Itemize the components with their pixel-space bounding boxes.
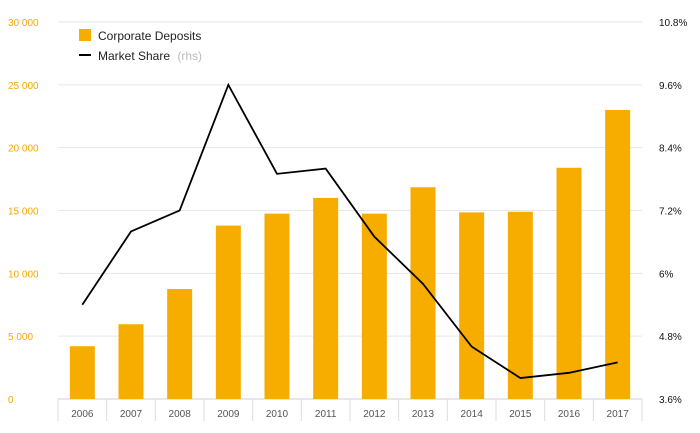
bar-2012 bbox=[361, 213, 387, 399]
legend-label-corporate-deposits: Corporate Deposits bbox=[98, 29, 201, 43]
y-left-tick-label: 5 000 bbox=[8, 332, 33, 343]
x-tick-label: 2011 bbox=[315, 409, 337, 420]
x-axis: 2006 2007 2008 2009 2010 2011 2012 2013 2014 2015… bbox=[57, 399, 643, 421]
market-share-line bbox=[81, 82, 618, 379]
y-axis-right: 3.6% 4.8% 6% 7.2% 8.4% 9.6% 10.8% bbox=[659, 18, 687, 406]
legend-label-market-share-suffix: (rhs) bbox=[177, 49, 202, 63]
bar-2016 bbox=[556, 167, 582, 399]
y-left-tick-label: 25 000 bbox=[8, 81, 39, 92]
bar-2014 bbox=[459, 212, 485, 399]
y-right-tick-label: 8.4% bbox=[659, 144, 682, 155]
y-right-tick-label: 10.8% bbox=[659, 18, 687, 29]
bar-2009 bbox=[215, 225, 241, 399]
bar-2011 bbox=[313, 197, 339, 399]
legend: Corporate Deposits Market Share (rhs) bbox=[79, 29, 202, 63]
y-left-tick-label: 30 000 bbox=[8, 18, 39, 29]
legend-label-market-share-name: Market Share bbox=[98, 49, 170, 63]
y-left-tick-label: 20 000 bbox=[8, 144, 39, 155]
y-left-tick-label: 10 000 bbox=[8, 269, 39, 280]
bar-series-corporate-deposits bbox=[69, 109, 631, 399]
x-tick-label: 2009 bbox=[217, 409, 240, 420]
x-tick-label: 2017 bbox=[607, 409, 630, 420]
x-tick-label: 2016 bbox=[558, 409, 581, 420]
y-left-tick-label: 15 000 bbox=[8, 207, 39, 218]
x-tick-label: 2013 bbox=[412, 409, 435, 420]
y-left-tick-label: 0 bbox=[8, 395, 14, 406]
bar-2006 bbox=[69, 346, 95, 399]
gridlines bbox=[58, 21, 642, 400]
bar-2008 bbox=[167, 289, 193, 399]
bar-2013 bbox=[410, 187, 436, 399]
x-tick-label: 2012 bbox=[363, 409, 386, 420]
x-tick-label: 2006 bbox=[71, 409, 94, 420]
bar-2010 bbox=[264, 213, 290, 399]
y-axis-left: 0 5 000 10 000 15 000 20 000 25 000 30 000 bbox=[8, 18, 39, 406]
legend-swatch-corporate-deposits bbox=[79, 29, 91, 41]
line-series-market-share bbox=[81, 82, 618, 379]
bar-2015 bbox=[507, 211, 533, 399]
x-tick-label: 2014 bbox=[461, 409, 484, 420]
legend-label-market-share: Market Share (rhs) bbox=[98, 49, 202, 63]
y-right-tick-label: 9.6% bbox=[659, 81, 682, 92]
y-right-tick-label: 4.8% bbox=[659, 332, 682, 343]
x-tick-label: 2015 bbox=[509, 409, 532, 420]
bar-2007 bbox=[118, 324, 144, 399]
y-right-tick-label: 7.2% bbox=[659, 207, 682, 218]
y-right-tick-label: 3.6% bbox=[659, 395, 682, 406]
x-tick-label: 2010 bbox=[266, 409, 289, 420]
y-right-tick-label: 6% bbox=[659, 269, 674, 280]
bar-2017 bbox=[605, 109, 631, 399]
x-tick-label: 2007 bbox=[120, 409, 143, 420]
x-tick-label: 2008 bbox=[169, 409, 192, 420]
